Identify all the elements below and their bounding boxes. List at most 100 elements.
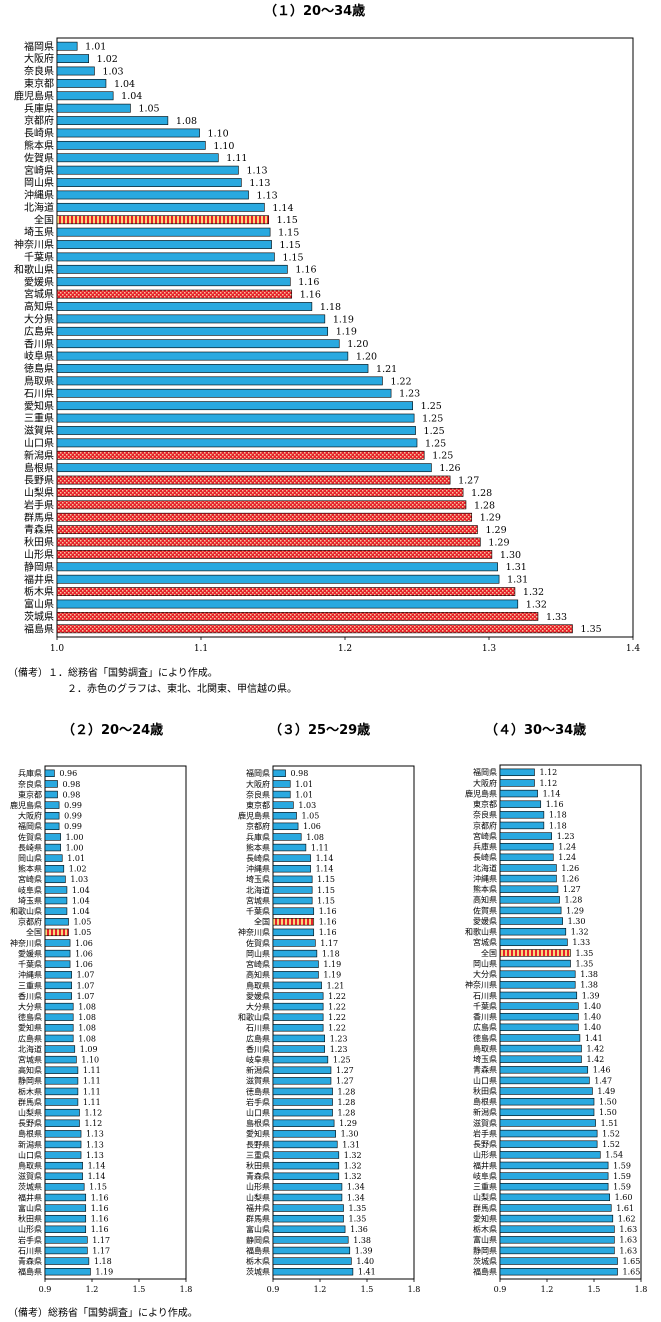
category-label: 大阪府	[246, 779, 270, 789]
bar-沖縄県	[272, 865, 311, 873]
category-label: 熊本県	[24, 139, 54, 152]
value-label: 1.14	[316, 854, 334, 863]
bar-山梨県	[44, 1108, 80, 1117]
bar-岡山県	[499, 959, 571, 968]
category-label: 京都府	[473, 820, 497, 830]
value-label: 1.16	[319, 918, 337, 927]
value-label: 1.63	[619, 1225, 637, 1234]
value-label: 1.23	[330, 1034, 348, 1043]
value-label: 1.06	[303, 822, 321, 831]
category-label: 長野県	[473, 1140, 497, 1149]
category-label: 兵庫県	[473, 842, 497, 852]
category-label: 島根県	[473, 1097, 497, 1107]
category-label: 群馬県	[24, 511, 54, 524]
bar-静岡県	[499, 1246, 615, 1255]
bar-神奈川県	[272, 928, 315, 937]
value-label: 1.16	[91, 1204, 109, 1213]
category-label: 宮崎県	[246, 959, 270, 969]
category-label: 長野県	[24, 475, 54, 487]
category-label: 福島県	[18, 1267, 42, 1277]
category-label: 長崎県	[246, 853, 270, 863]
value-label: 1.11	[311, 843, 329, 852]
bar-静岡県	[56, 562, 498, 572]
bar-奈良県	[499, 811, 545, 819]
category-label: 石川県	[473, 991, 497, 1000]
value-label: 1.15	[280, 240, 301, 251]
bar-宮城県	[56, 289, 293, 299]
category-label: 栃木県	[24, 585, 54, 598]
bar-高知県	[56, 302, 313, 311]
category-label: 京都府	[24, 114, 54, 127]
bar-宮崎県	[272, 960, 319, 968]
value-label: 1.18	[549, 811, 567, 820]
value-label: 1.33	[546, 612, 567, 623]
value-label: 1.08	[78, 1024, 96, 1033]
bar-神奈川県	[44, 939, 71, 947]
value-label: 1.16	[319, 907, 337, 916]
category-label: 青森県	[18, 1256, 42, 1266]
value-label: 1.63	[619, 1236, 637, 1245]
value-label: 1.35	[576, 949, 594, 958]
bar-熊本県	[499, 885, 559, 893]
bar-岐阜県	[44, 886, 68, 894]
value-label: 1.28	[338, 1098, 356, 1107]
x-tick-label: 1.8	[180, 1285, 193, 1294]
value-label: 1.17	[92, 1246, 110, 1255]
value-label: 1.40	[583, 1023, 601, 1032]
value-label: 1.65	[623, 1268, 641, 1277]
bar-兵庫県	[499, 842, 554, 851]
value-label: 1.15	[89, 1183, 107, 1192]
value-label: 1.08	[78, 1013, 96, 1022]
value-label: 1.30	[568, 917, 586, 926]
value-label: 1.42	[586, 1055, 604, 1064]
value-label: 1.38	[353, 1236, 371, 1245]
value-label: 1.24	[558, 853, 576, 862]
category-label: 茨城県	[24, 610, 54, 623]
bar-鹿児島県	[56, 91, 114, 101]
note-line-2: ２．赤色のグラフは、東北、北関東、甲信越の県。	[67, 684, 297, 695]
value-label: 1.14	[88, 1162, 106, 1171]
bar-鳥取県	[56, 376, 383, 386]
bar-東京都	[272, 801, 294, 809]
bar-福井県	[44, 1193, 87, 1202]
bar-徳島県	[499, 1034, 581, 1042]
value-label: 1.15	[278, 228, 299, 239]
value-label: 1.21	[327, 981, 345, 990]
category-label: 沖縄県	[473, 873, 497, 883]
value-label: 1.16	[300, 290, 321, 301]
bar-静岡県	[44, 1077, 79, 1085]
value-label: 1.22	[390, 376, 411, 387]
value-label: 1.16	[298, 277, 319, 288]
category-label: 石川県	[246, 1024, 270, 1033]
category-label: 佐賀県	[24, 152, 54, 164]
category-label: 岩手県	[246, 1097, 270, 1107]
category-label: 大分県	[473, 969, 497, 979]
value-label: 1.01	[295, 790, 313, 799]
value-label: 1.30	[500, 550, 521, 561]
bar-山梨県	[499, 1193, 610, 1202]
bar-三重県	[499, 1182, 609, 1191]
category-label: 徳島県	[473, 1033, 497, 1043]
category-label: 宮崎県	[24, 164, 54, 177]
bar-大分県	[56, 314, 326, 324]
value-label: 1.11	[83, 1087, 101, 1096]
bar-栃木県	[272, 1257, 352, 1265]
bar-奈良県	[272, 790, 291, 799]
value-label: 1.07	[77, 992, 95, 1001]
value-label: 1.19	[95, 1268, 113, 1277]
value-label: 1.09	[80, 1045, 98, 1054]
bar-高知県	[499, 896, 560, 904]
category-label: 奈良県	[24, 65, 54, 78]
category-label: 神奈川県	[10, 938, 42, 948]
value-label: 1.19	[323, 971, 341, 980]
value-label: 1.28	[565, 896, 583, 905]
chart2-title: （２）20～24歳	[62, 723, 164, 738]
bar-富山県	[499, 1236, 615, 1244]
bar-岡山県	[272, 949, 318, 958]
bar-富山県	[56, 599, 519, 609]
value-label: 1.00	[66, 833, 84, 842]
bar-鳥取県	[44, 1161, 83, 1170]
category-label: 群馬県	[473, 1203, 497, 1213]
category-label: 山口県	[24, 437, 54, 449]
category-label: 福井県	[246, 1203, 270, 1213]
